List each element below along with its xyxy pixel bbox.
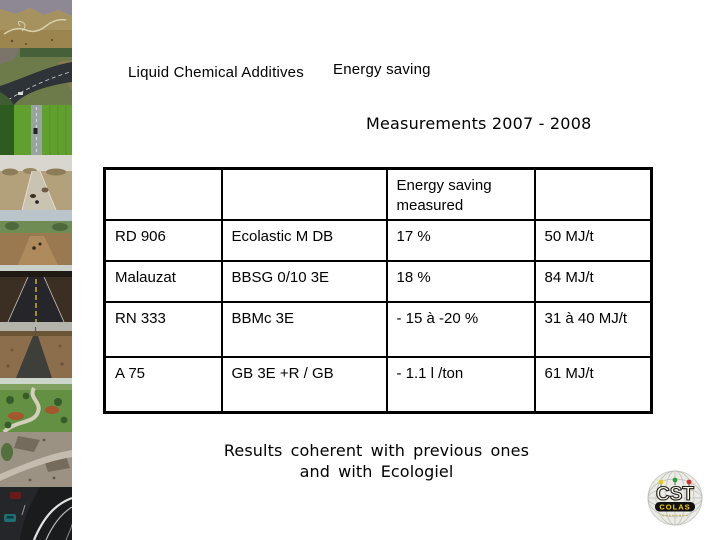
table-header-row: Energy saving measured xyxy=(103,167,653,221)
footer-line-1: Results coherent with previous ones xyxy=(223,441,530,460)
table-row-malauzat: Malauzat BBSG 0/10 3E 18 % 84 MJ/t xyxy=(103,259,653,303)
cell-site: RD 906 xyxy=(103,218,223,262)
cell-saving: 18 % xyxy=(385,259,536,303)
cell-energy: 61 MJ/t xyxy=(533,355,653,414)
photo-winding-road-green-countryside xyxy=(0,378,72,434)
cell-product: BBMc 3E xyxy=(220,300,388,358)
title-liquid-chemical-additives: Liquid Chemical Additives xyxy=(128,64,304,81)
subtitle-measurements: Measurements 2007 - 2008 xyxy=(366,114,592,133)
cell-saving: - 1.1 l /ton xyxy=(385,355,536,414)
header-cell-product xyxy=(220,167,388,221)
header-cell-energy xyxy=(533,167,653,221)
header-cell-site xyxy=(103,167,223,221)
table-row-rd906: RD 906 Ecolastic M DB 17 % 50 MJ/t xyxy=(103,218,653,262)
cell-site: A 75 xyxy=(103,355,223,414)
photo-desert-mountain-hairpin-road xyxy=(0,0,72,48)
cell-saving: - 15 à -20 % xyxy=(385,300,536,358)
photo-aerial-road-between-green-fields xyxy=(0,105,72,155)
cell-saving: 17 % xyxy=(385,218,536,262)
cell-product: Ecolastic M DB xyxy=(220,218,388,262)
cst-colas-logo: CST COLAS xyxy=(647,470,703,526)
photo-dark-asphalt-road-yellow-lines xyxy=(0,265,72,323)
header-cell-energy-saving-measured: Energy saving measured xyxy=(385,167,536,221)
table-row-a75: A 75 GB 3E +R / GB - 1.1 l /ton 61 MJ/t xyxy=(103,355,653,414)
footer-note: Results coherent with previous ones and … xyxy=(103,440,650,482)
photo-animals-on-pale-rural-road xyxy=(0,155,72,211)
logo-banner: COLAS xyxy=(659,503,690,512)
photo-rocky-hillside-road xyxy=(0,432,72,487)
photo-road-through-brown-scrubland xyxy=(0,322,72,378)
cell-energy: 31 à 40 MJ/t xyxy=(533,300,653,358)
table-row-rn333: RN 333 BBMc 3E - 15 à -20 % 31 à 40 MJ/t xyxy=(103,300,653,358)
results-table: Energy saving measured RD 906 Ecolastic … xyxy=(103,167,653,414)
cell-product: GB 3E +R / GB xyxy=(220,355,388,414)
photo-dirt-road-with-trees xyxy=(0,210,72,265)
title-energy-saving: Energy saving xyxy=(333,61,431,78)
traffic-dots-icon xyxy=(658,477,692,487)
cell-site: Malauzat xyxy=(103,259,223,303)
photo-highway-curve-through-hills xyxy=(0,48,72,105)
photo-strip xyxy=(0,0,72,540)
cell-energy: 84 MJ/t xyxy=(533,259,653,303)
photo-night-highway-curve-with-cars xyxy=(0,487,72,540)
cell-site: RN 333 xyxy=(103,300,223,358)
logo-initials: CST xyxy=(656,484,694,505)
cell-product: BBSG 0/10 3E xyxy=(220,259,388,303)
footer-line-2: and with Ecologiel xyxy=(299,462,454,481)
cell-energy: 50 MJ/t xyxy=(533,218,653,262)
